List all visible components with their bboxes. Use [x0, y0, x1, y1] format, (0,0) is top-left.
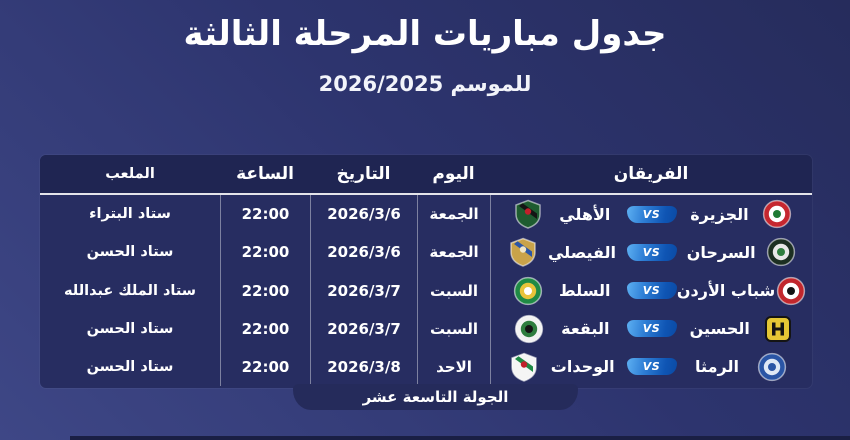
home-team-logo-icon	[757, 352, 787, 382]
header-date: التاريخ	[336, 164, 391, 184]
day-cell: الجمعة	[417, 233, 490, 272]
time-cell: 22:00	[220, 271, 310, 310]
time-cell: 22:00	[220, 309, 310, 348]
stadium-cell: ستاد الحسن	[86, 320, 174, 337]
header-teams: الفريقان	[613, 164, 689, 184]
day-cell: السبت	[417, 271, 490, 310]
away-team: الوحدات	[497, 352, 627, 382]
home-team-logo-icon	[763, 314, 793, 344]
home-team-name: الحسين	[689, 319, 750, 339]
away-team-name: السلط	[559, 281, 611, 300]
time-cell: 22:00	[220, 347, 310, 387]
away-team-logo-icon	[513, 276, 543, 306]
vs-badge: VS	[626, 282, 677, 299]
home-team-name: السرحان	[686, 242, 756, 262]
date-cell: 2026/3/7	[310, 309, 417, 348]
home-team-logo-icon	[776, 276, 806, 306]
page-title: جدول مباريات المرحلة الثالثة	[183, 14, 667, 54]
stadium-cell: ستاد البتراء	[89, 206, 171, 223]
match-row: الحسين VS البقعة السبت 2026/3/7 22:00 ست…	[40, 309, 812, 348]
vs-badge: VS	[626, 358, 677, 376]
match-row: شباب الأردن VS السلط السبت 2026/3/7 22:0…	[40, 271, 812, 310]
home-team: السرحان	[677, 237, 807, 267]
teams-cell: الرمثا VS الوحدات	[490, 347, 812, 387]
home-team-logo-icon	[762, 199, 792, 229]
teams-cell: السرحان VS الفيصلي	[490, 233, 812, 272]
away-team-name: البقعة	[561, 319, 610, 339]
round-badge: الجولة التاسعة عشر	[293, 384, 578, 410]
home-team-logo-icon	[766, 237, 796, 267]
away-team-name: الفيصلي	[547, 242, 617, 262]
home-team: شباب الأردن	[677, 276, 807, 306]
away-team-name: الأهلي	[559, 204, 611, 224]
teams-cell: الجزيرة VS الأهلي	[490, 195, 812, 234]
header-day: اليوم	[432, 164, 475, 184]
away-team-logo-icon	[513, 199, 543, 229]
stadium-cell: ستاد الحسن	[86, 244, 174, 261]
match-row: الجزيرة VS الأهلي الجمعة 2026/3/6 22:00 …	[40, 195, 812, 234]
fixtures-table: الفريقان اليوم التاريخ الساعة الملعب الج…	[40, 155, 812, 388]
table-body: الجزيرة VS الأهلي الجمعة 2026/3/6 22:00 …	[40, 195, 812, 387]
date-cell: 2026/3/7	[310, 271, 417, 310]
away-team-logo-icon	[508, 237, 538, 268]
day-cell: الجمعة	[417, 195, 490, 234]
home-team-name: شباب الأردن	[676, 281, 776, 300]
date-cell: 2026/3/6	[310, 195, 417, 234]
bottom-strip	[70, 436, 850, 440]
stadium-cell: ستاد الملك عبدالله	[63, 282, 197, 299]
table-header-row: الفريقان اليوم التاريخ الساعة الملعب	[40, 155, 812, 195]
match-row: الرمثا VS الوحدات الاحد 2026/3/8 22:00 س…	[40, 347, 812, 387]
vs-badge: VS	[626, 205, 677, 223]
day-cell: السبت	[417, 309, 490, 348]
date-cell: 2026/3/8	[310, 347, 417, 387]
vs-badge: VS	[626, 243, 677, 261]
stadium-cell: ستاد الحسن	[86, 358, 174, 375]
home-team-name: الرمثا	[695, 357, 739, 377]
home-team: الرمثا	[677, 352, 807, 382]
date-cell: 2026/3/6	[310, 233, 417, 272]
match-row: السرحان VS الفيصلي الجمعة 2026/3/6 22:00…	[40, 233, 812, 272]
header-time: الساعة	[236, 164, 294, 184]
away-team-name: الوحدات	[550, 357, 615, 377]
teams-cell: الحسين VS البقعة	[490, 309, 812, 348]
away-team: السلط	[497, 276, 627, 306]
away-team-logo-icon	[514, 314, 544, 344]
away-team: البقعة	[497, 314, 627, 344]
day-cell: الاحد	[417, 347, 490, 387]
away-team: الفيصلي	[497, 237, 627, 268]
away-team-logo-icon	[509, 352, 539, 382]
time-cell: 22:00	[220, 233, 310, 272]
page-subtitle: للموسم 2026/2025	[318, 72, 532, 96]
home-team: الجزيرة	[677, 199, 807, 229]
home-team: الحسين	[677, 314, 807, 344]
home-team-name: الجزيرة	[690, 204, 749, 224]
vs-badge: VS	[626, 320, 677, 338]
away-team: الأهلي	[497, 199, 627, 229]
time-cell: 22:00	[220, 195, 310, 234]
header-stadium: الملعب	[105, 166, 155, 182]
teams-cell: شباب الأردن VS السلط	[490, 271, 812, 310]
